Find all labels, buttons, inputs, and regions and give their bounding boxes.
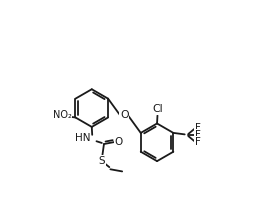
Text: F: F bbox=[195, 123, 201, 133]
Text: O: O bbox=[120, 110, 129, 120]
Text: F: F bbox=[195, 130, 201, 140]
Text: S: S bbox=[99, 156, 105, 166]
Text: NO₂: NO₂ bbox=[53, 110, 72, 120]
Text: HN: HN bbox=[75, 133, 91, 143]
Text: Cl: Cl bbox=[152, 104, 163, 114]
Text: O: O bbox=[115, 137, 123, 147]
Text: F: F bbox=[195, 137, 201, 147]
